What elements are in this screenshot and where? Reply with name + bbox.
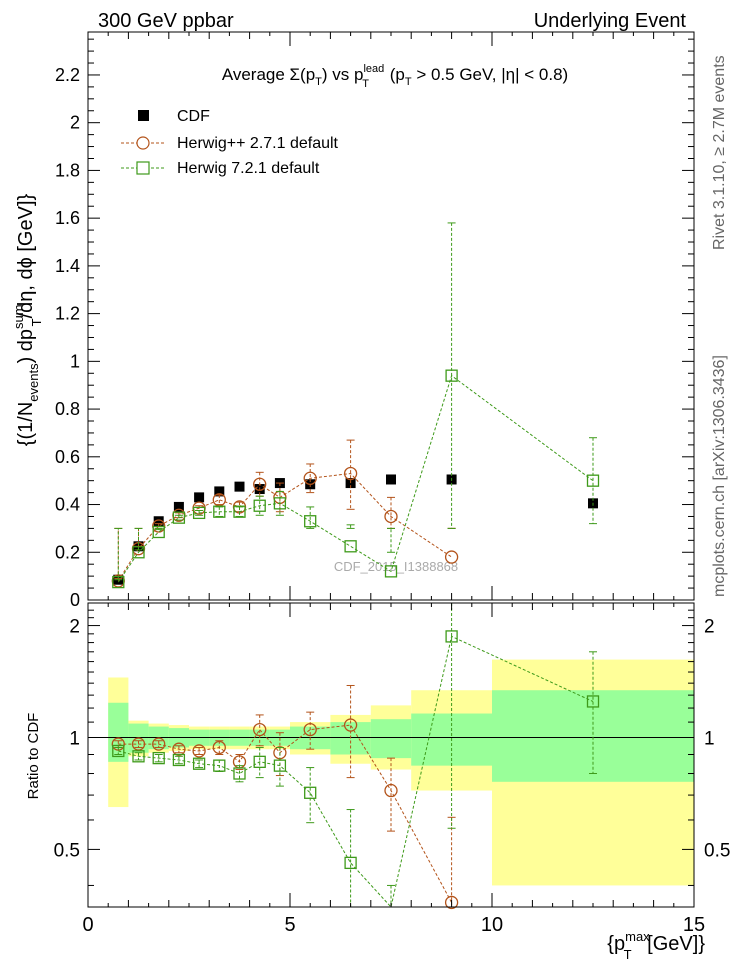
ratio-y-tick-label: 0.5 bbox=[54, 840, 80, 861]
data-point bbox=[172, 511, 186, 524]
data-point bbox=[192, 744, 206, 758]
data-point bbox=[303, 471, 317, 485]
data-point bbox=[304, 786, 317, 799]
data-point bbox=[444, 895, 459, 910]
data-point bbox=[213, 759, 226, 772]
data-point bbox=[153, 516, 164, 527]
header-left: 300 GeV ppbar bbox=[98, 10, 234, 32]
main-y-tick-label: 0.4 bbox=[55, 495, 80, 515]
legend: CDF Herwig++ 2.7.1 default Herwig 7.2.1 … bbox=[121, 108, 339, 177]
data-point bbox=[253, 499, 266, 512]
data-point bbox=[384, 509, 398, 524]
main-y-tick-label: 1.4 bbox=[55, 256, 80, 276]
legend-marker-cdf bbox=[138, 110, 149, 121]
main-y-tick-label: 0.8 bbox=[55, 399, 80, 419]
data-point bbox=[194, 492, 205, 503]
plot-title: Average Σ(pT) vs plead T (pT > 0.5 GeV, |… bbox=[222, 63, 568, 90]
data-point bbox=[253, 755, 266, 768]
header-right: Underlying Event bbox=[534, 10, 687, 32]
main-y-tick-label: 0.2 bbox=[55, 542, 80, 562]
data-point bbox=[273, 759, 287, 772]
data-point bbox=[131, 737, 146, 751]
data-point bbox=[214, 486, 225, 497]
data-point bbox=[303, 722, 317, 737]
series-1 bbox=[112, 602, 600, 909]
data-point bbox=[212, 493, 226, 507]
ratio-panel-axes: 0.5 0.5 1 1 2 2 0 5 10 15 bbox=[54, 603, 730, 936]
legend-marker-herwig7 bbox=[136, 161, 150, 175]
x-tick-label: 15 bbox=[683, 914, 705, 936]
side-label-top: Rivet 3.1.10, ≥ 2.7M events bbox=[711, 55, 728, 250]
ratio-y-tick-label: 1 bbox=[69, 728, 80, 749]
legend-label-herwig7: Herwig 7.2.1 default bbox=[177, 160, 320, 177]
series-line bbox=[117, 374, 594, 583]
main-panel-axes: 0 0.2 0.4 0.6 0.8 1 1.2 1.4 1.6 1.8 2 2.2 bbox=[55, 32, 695, 610]
data-point bbox=[384, 565, 398, 578]
data-point bbox=[132, 546, 145, 559]
series-line bbox=[118, 635, 594, 909]
data-point bbox=[253, 722, 267, 737]
data-point bbox=[112, 744, 125, 758]
data-point bbox=[344, 856, 357, 870]
x-tick-label: 0 bbox=[82, 914, 93, 936]
ratio-inner-band bbox=[370, 719, 412, 759]
data-point bbox=[444, 550, 459, 564]
ratio-inner-band bbox=[492, 690, 694, 782]
x-axis-label: {pmax T [GeV]} bbox=[607, 929, 705, 962]
data-point bbox=[233, 505, 246, 518]
ratio-panel-series bbox=[111, 602, 600, 910]
data-point bbox=[192, 506, 206, 520]
main-y-axis-label: {(1/Nevents) dpsum T/dη, dϕ [GeV]} bbox=[11, 193, 44, 446]
data-point bbox=[233, 767, 246, 780]
main-panel-series bbox=[111, 222, 600, 589]
data-point bbox=[445, 369, 458, 382]
main-y-tick-label: 1.6 bbox=[55, 208, 80, 228]
main-y-tick-label: 1.8 bbox=[55, 160, 80, 180]
data-point bbox=[192, 757, 206, 770]
x-tick-label: 5 bbox=[284, 914, 295, 936]
data-point bbox=[273, 497, 287, 510]
data-point bbox=[343, 718, 358, 732]
data-point bbox=[586, 474, 600, 487]
ratio-y-axis-label: Ratio to CDF bbox=[25, 713, 42, 800]
data-point bbox=[304, 515, 317, 528]
main-y-tick-label: 0 bbox=[70, 590, 80, 610]
data-point bbox=[173, 501, 184, 512]
data-point bbox=[343, 466, 358, 481]
data-point bbox=[172, 742, 186, 756]
main-y-tick-label: 0.6 bbox=[55, 447, 80, 467]
ratio-panel-bands bbox=[108, 659, 694, 886]
data-point bbox=[213, 505, 226, 518]
series-2 bbox=[112, 222, 600, 589]
main-y-tick-label: 1.2 bbox=[55, 304, 80, 324]
data-point bbox=[384, 783, 398, 798]
ratio-y-tick-label-right: 2 bbox=[704, 617, 715, 638]
data-point bbox=[152, 525, 165, 539]
data-point bbox=[586, 695, 600, 708]
data-point bbox=[344, 540, 357, 553]
data-point bbox=[445, 630, 458, 643]
data-point bbox=[132, 750, 145, 763]
data-point bbox=[386, 474, 396, 485]
data-point bbox=[234, 481, 245, 492]
main-y-tick-label: 2.2 bbox=[55, 65, 80, 85]
data-point bbox=[253, 477, 267, 491]
legend-label-herwigpp: Herwig++ 2.7.1 default bbox=[177, 135, 339, 152]
x-tick-label: 10 bbox=[481, 914, 503, 936]
ratio-y-tick-label-right: 0.5 bbox=[704, 840, 730, 861]
data-point bbox=[172, 753, 186, 767]
ratio-y-tick-label: 2 bbox=[69, 617, 80, 638]
data-point bbox=[152, 737, 166, 751]
ratio-y-tick-label-right: 1 bbox=[704, 728, 715, 749]
side-label-bottom: mcplots.cern.ch [arXiv:1306.3436] bbox=[711, 355, 728, 597]
data-point bbox=[212, 740, 226, 755]
main-y-tick-label: 2 bbox=[70, 113, 80, 133]
legend-marker-herwigpp bbox=[136, 136, 150, 150]
data-point bbox=[112, 575, 125, 589]
legend-label-cdf: CDF bbox=[177, 108, 210, 125]
main-y-tick-label: 1 bbox=[70, 351, 80, 371]
data-point bbox=[152, 751, 165, 765]
